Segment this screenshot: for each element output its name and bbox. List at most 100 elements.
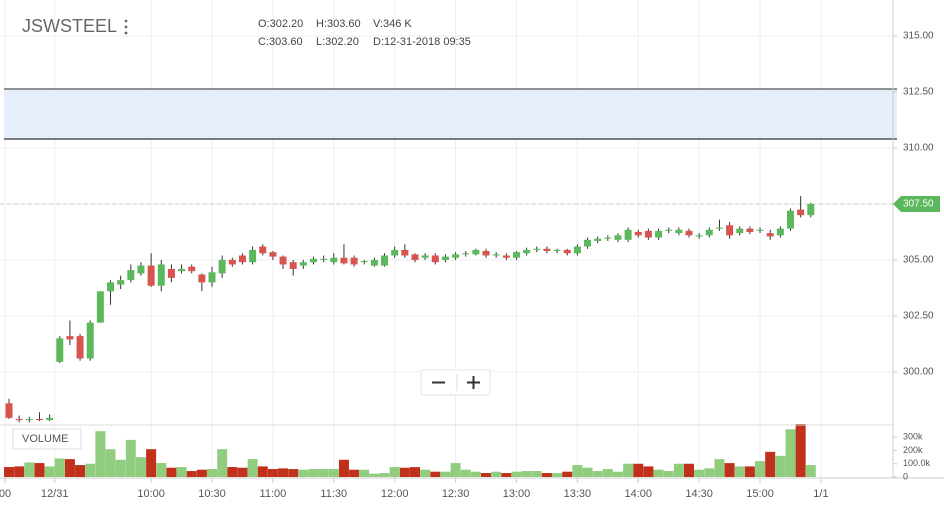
volume-bar — [318, 469, 329, 477]
volume-bar — [409, 467, 420, 477]
candle-body — [178, 268, 186, 272]
volume-bar — [125, 439, 136, 477]
candle-body — [431, 255, 439, 263]
labels: 300.00 302.50 305.00 307.50 310.00 312.50 315.… — [0, 18, 940, 500]
x-tick-label: 13:00 — [503, 488, 531, 500]
volume-bar — [562, 471, 573, 477]
marks — [4, 196, 816, 477]
volume-bar — [247, 459, 258, 477]
volume-bar — [146, 449, 157, 477]
volume-bar — [64, 459, 75, 477]
volume-bar — [572, 465, 583, 477]
volume-bar — [653, 469, 664, 477]
candle-body — [411, 254, 419, 260]
volume-bar — [308, 469, 319, 477]
candle-body — [147, 265, 155, 286]
candle-body — [228, 259, 236, 265]
x-tick-label: 1/1 — [813, 488, 828, 500]
candle-body — [320, 258, 328, 260]
volume-bar — [257, 466, 268, 477]
ohlc-info: D:12-31-2018 09:35 — [373, 36, 471, 48]
candle-body — [299, 262, 307, 266]
candle-body — [15, 418, 23, 421]
volume-bar — [217, 449, 228, 477]
x-tick-label: 14:00 — [624, 488, 652, 500]
candle-body — [665, 229, 673, 231]
volume-bar — [298, 469, 309, 477]
candle-body — [472, 249, 480, 255]
candle-body — [127, 270, 135, 281]
candle-body — [563, 249, 571, 254]
volume-bar — [75, 465, 86, 477]
zoom-control — [420, 369, 491, 396]
volume-bar — [734, 466, 745, 477]
candle-body — [218, 259, 226, 274]
y-tick-label: 300.00 — [903, 367, 934, 378]
candle-body — [705, 229, 713, 236]
volume-bar — [744, 466, 755, 477]
candle-body — [259, 246, 267, 254]
ohlc-info: O:302.20 — [258, 18, 303, 30]
volume-bar — [765, 451, 776, 477]
volume-label-box — [12, 428, 82, 450]
chart-title: JSWSTEEL — [22, 16, 117, 36]
candle-body — [482, 251, 490, 256]
y-tick-label: 305.00 — [903, 255, 934, 266]
candle-body — [584, 239, 592, 247]
candle-body — [137, 265, 145, 274]
x-tick-label: 14:30 — [685, 488, 713, 500]
candle-body — [685, 230, 693, 236]
volume-bar — [176, 467, 187, 477]
x-tick-label: 10:30 — [198, 488, 226, 500]
candle-body — [786, 210, 794, 229]
candle-body — [756, 229, 764, 231]
candle-body — [523, 249, 531, 254]
y-tick-label: 312.50 — [903, 87, 934, 98]
candle-body — [25, 418, 33, 421]
volume-bar — [267, 469, 278, 477]
candle-body — [543, 248, 551, 252]
candle-body — [360, 261, 368, 263]
candle-body — [462, 253, 470, 255]
candle-body — [401, 249, 409, 256]
volume-bar — [643, 466, 654, 477]
ohlc-info: L:302.20 — [316, 36, 359, 48]
candle-body — [269, 252, 277, 257]
volume-label: VOLUME — [22, 433, 68, 445]
candle-body — [279, 256, 287, 265]
volume-bar — [521, 471, 532, 477]
volume-bar — [531, 471, 542, 477]
candle-body — [695, 235, 703, 237]
volume-bar — [227, 467, 238, 477]
candle-body — [533, 248, 541, 250]
candle-body — [238, 255, 246, 263]
candle-body — [746, 228, 754, 232]
ohlc-info: H:303.60 — [316, 18, 361, 30]
volume-bar — [460, 469, 471, 477]
volume-bar — [288, 469, 299, 477]
volume-bar — [186, 471, 197, 477]
candle-body — [807, 203, 815, 216]
menu-dot — [124, 19, 128, 23]
volume-bar — [470, 471, 481, 477]
volume-bar — [4, 467, 15, 477]
candle-body — [766, 233, 774, 237]
volume-bar — [399, 467, 410, 477]
candle-body — [289, 262, 297, 269]
volume-bar — [115, 459, 126, 477]
volume-bar — [704, 468, 715, 477]
volume-bar — [369, 473, 380, 477]
candle-body — [421, 255, 429, 258]
candle-body — [35, 418, 43, 421]
candle-body — [797, 209, 805, 216]
y-tick-label: 310.00 — [903, 143, 934, 154]
menu-icon[interactable] — [124, 19, 128, 35]
volume-bar — [207, 469, 218, 477]
ohlc-info: C:303.60 — [258, 36, 303, 48]
volume-bar — [775, 455, 786, 477]
volume-bar — [44, 466, 55, 477]
candle-body — [675, 229, 683, 234]
candle-body — [381, 255, 389, 266]
volume-bar — [450, 463, 461, 477]
